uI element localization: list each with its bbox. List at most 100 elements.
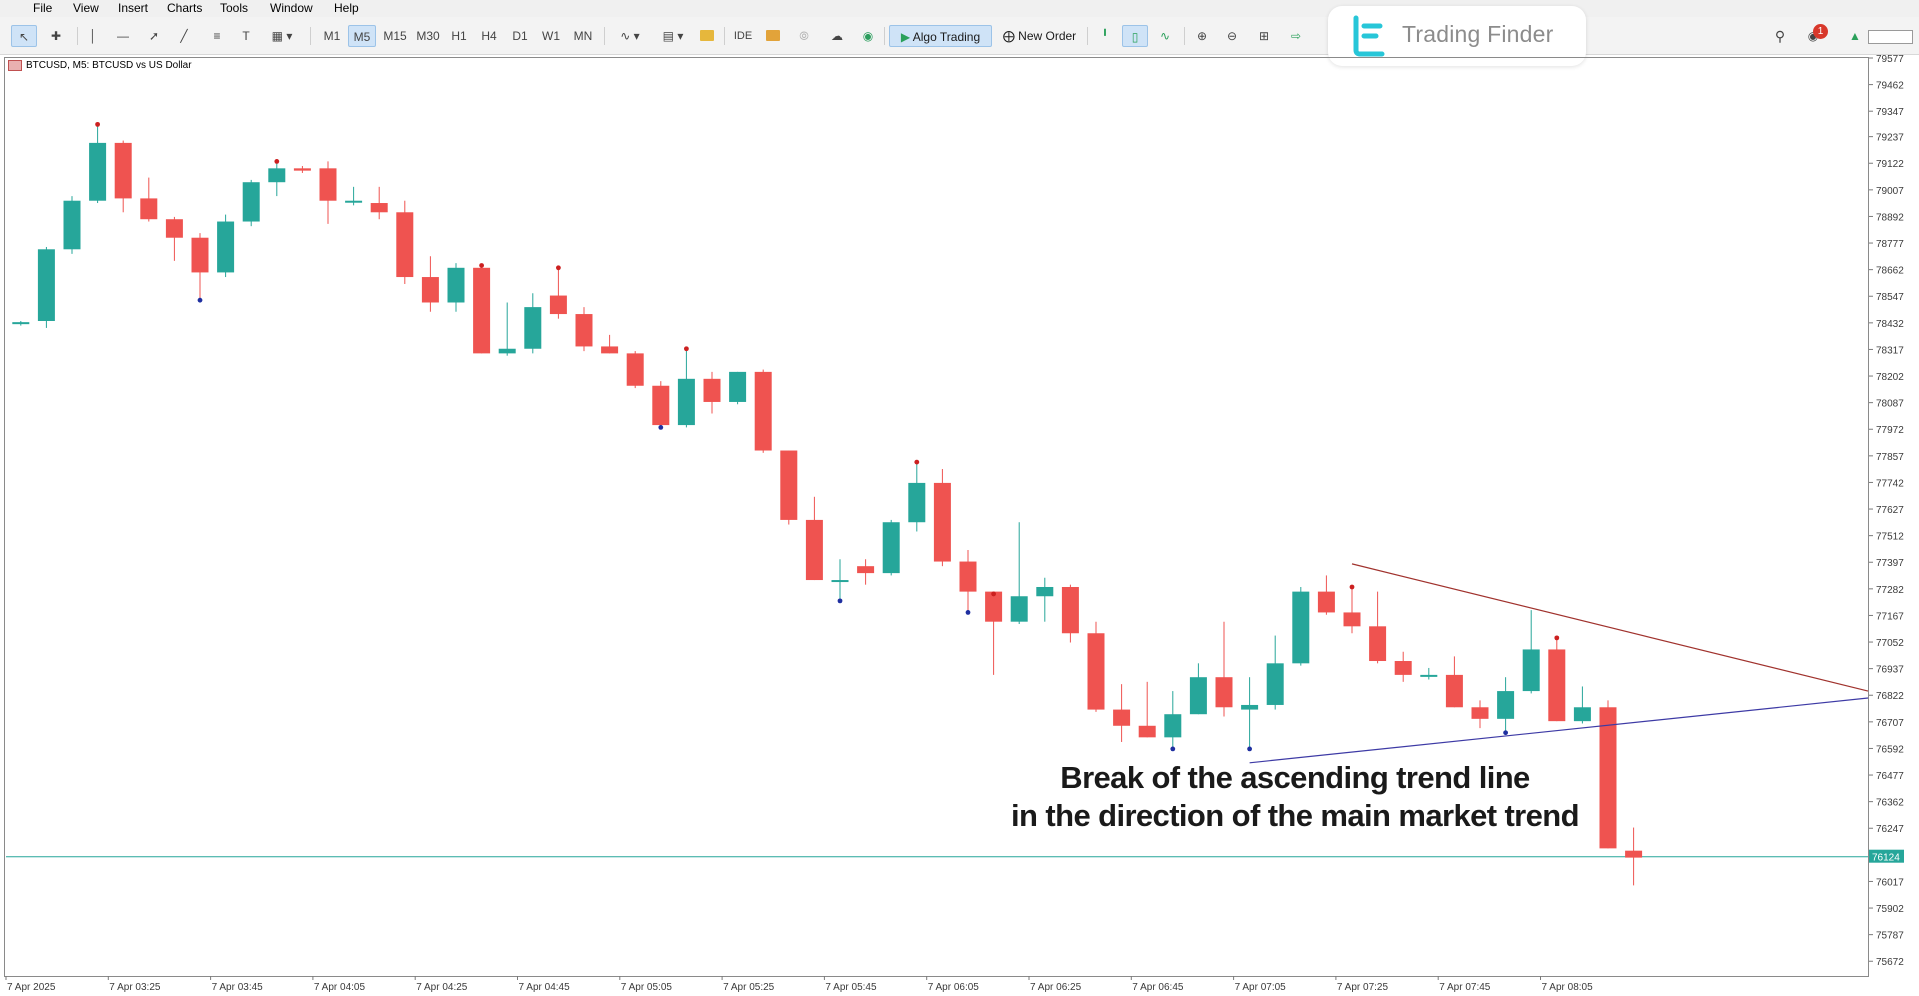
new-order-button[interactable]: ⨁ New Order xyxy=(997,25,1082,47)
bull-candle xyxy=(831,580,849,583)
crosshair-icon[interactable]: ✚ xyxy=(50,29,62,43)
x-tick-label: 7 Apr 05:45 xyxy=(825,982,877,993)
shapes-icon[interactable]: ▦ ▾ xyxy=(271,29,293,43)
ide-button[interactable]: IDE xyxy=(733,30,753,42)
swing-low-marker xyxy=(1170,746,1176,752)
bull-candle xyxy=(1420,674,1438,677)
bear-candle xyxy=(396,212,414,278)
horizontal-line-icon[interactable]: — xyxy=(117,29,129,43)
bull-candle xyxy=(1189,677,1207,715)
signal-strength-icon: ▲ xyxy=(1849,29,1861,43)
autoscroll-icon[interactable]: ⇨ xyxy=(1290,29,1302,43)
bull-candle xyxy=(882,522,900,574)
swing-low-marker xyxy=(837,598,843,604)
y-tick-label: 78662 xyxy=(1876,266,1904,277)
signal-icon[interactable] xyxy=(766,30,780,41)
text-icon[interactable]: T xyxy=(242,29,250,43)
cloud-icon[interactable]: ☁ xyxy=(831,29,843,43)
timeframe-w1[interactable]: W1 xyxy=(542,29,560,43)
menu-window[interactable]: Window xyxy=(270,1,313,15)
y-tick-label: 76247 xyxy=(1876,824,1904,835)
new-order-label: New Order xyxy=(1018,29,1077,43)
grid-icon[interactable]: ⊞ xyxy=(1258,29,1270,43)
timeframe-h4[interactable]: H4 xyxy=(481,29,497,43)
bear-candle xyxy=(1061,586,1079,634)
bear-candle xyxy=(370,203,388,213)
candle-chart-icon[interactable]: ▯ xyxy=(1122,25,1148,47)
menu-insert[interactable]: Insert xyxy=(118,1,149,15)
y-tick-label: 77857 xyxy=(1876,452,1904,463)
x-tick-label: 7 Apr 2025 xyxy=(7,982,56,993)
swing-low-marker xyxy=(1247,746,1252,752)
timeframe-m5[interactable]: M5 xyxy=(348,25,376,47)
y-tick-label: 79122 xyxy=(1876,159,1904,170)
bull-candle xyxy=(498,348,516,354)
search-icon[interactable]: ⚲ xyxy=(1774,28,1786,44)
bull-candle xyxy=(1010,596,1028,622)
bear-candle xyxy=(985,591,1003,622)
timeframe-m30[interactable]: M30 xyxy=(416,29,440,43)
channel-icon[interactable]: ╱ xyxy=(180,29,188,43)
indicator-icon[interactable]: ∿ ▾ xyxy=(620,29,640,43)
ascending-trendline[interactable] xyxy=(1249,697,1869,764)
timeframe-mn[interactable]: MN xyxy=(573,29,593,43)
vps-icon[interactable]: ⦾ xyxy=(799,29,809,43)
chart-symbol-text: BTCUSD, M5: BTCUSD vs US Dollar xyxy=(26,60,192,72)
timeframe-h1[interactable]: H1 xyxy=(451,29,467,43)
bull-candle xyxy=(908,482,926,523)
y-tick-label: 78317 xyxy=(1876,345,1904,356)
menu-view[interactable]: View xyxy=(73,1,99,15)
vps-icon[interactable]: ◉ xyxy=(862,29,874,43)
y-tick-label: 78547 xyxy=(1876,292,1904,303)
bear-candle xyxy=(1113,709,1131,726)
menu-help[interactable]: Help xyxy=(334,1,359,15)
bull-candle xyxy=(1266,663,1284,705)
x-tick-label: 7 Apr 06:45 xyxy=(1132,982,1184,993)
x-tick-label: 7 Apr 06:05 xyxy=(928,982,980,993)
bull-candle xyxy=(729,371,747,402)
swing-high-marker xyxy=(1554,635,1560,641)
bear-candle xyxy=(293,168,311,171)
bull-candle xyxy=(1573,707,1591,722)
swing-high-marker xyxy=(991,591,996,597)
timeframe-d1[interactable]: D1 xyxy=(512,29,528,43)
fibonacci-icon[interactable]: ≡ xyxy=(213,29,221,43)
swing-high-marker xyxy=(556,265,561,271)
y-tick-label: 79577 xyxy=(1876,54,1904,65)
line-chart-icon[interactable]: ∿ xyxy=(1159,29,1171,43)
template-icon[interactable]: ▤ ▾ xyxy=(662,29,684,43)
swing-high-marker xyxy=(95,121,100,127)
bear-candle xyxy=(473,267,491,354)
toolbar-separator xyxy=(604,27,605,45)
vertical-line-icon[interactable]: │ xyxy=(89,29,97,43)
y-tick-label: 77167 xyxy=(1876,611,1904,622)
x-tick-label: 7 Apr 07:45 xyxy=(1439,982,1491,993)
chart-frame[interactable] xyxy=(4,57,1869,977)
algo-trading-button[interactable]: ▶ Algo Trading xyxy=(889,25,992,47)
bull-candle xyxy=(1164,714,1182,738)
bull-candle xyxy=(524,307,542,349)
swing-high-marker xyxy=(914,459,920,465)
bear-candle xyxy=(780,450,798,520)
menu-charts[interactable]: Charts xyxy=(167,1,203,15)
timeframe-m1[interactable]: M1 xyxy=(323,29,341,43)
bear-candle xyxy=(1625,850,1643,858)
cursor-icon[interactable]: ↖ xyxy=(11,25,37,47)
bar-chart-icon[interactable]: ╹ xyxy=(1101,29,1109,43)
y-tick-label: 78892 xyxy=(1876,212,1904,223)
market-icon[interactable] xyxy=(700,30,714,41)
y-tick-label: 79347 xyxy=(1876,107,1904,118)
descending-trendline[interactable] xyxy=(1351,563,1869,692)
x-tick-label: 7 Apr 05:25 xyxy=(723,982,775,993)
chat-icon[interactable]: ◉ xyxy=(1807,29,1819,43)
trendline-icon[interactable]: ➚ xyxy=(148,29,160,43)
zoom-in-icon[interactable]: ⊕ xyxy=(1196,29,1208,43)
timeframe-m15[interactable]: M15 xyxy=(383,29,407,43)
menu-tools[interactable]: Tools xyxy=(220,1,249,15)
x-tick-label: 7 Apr 04:45 xyxy=(519,982,571,993)
zoom-out-icon[interactable]: ⊖ xyxy=(1226,29,1238,43)
current-price-tag xyxy=(1869,849,1904,863)
menu-file[interactable]: File xyxy=(33,1,53,15)
bull-candle xyxy=(1497,691,1515,719)
